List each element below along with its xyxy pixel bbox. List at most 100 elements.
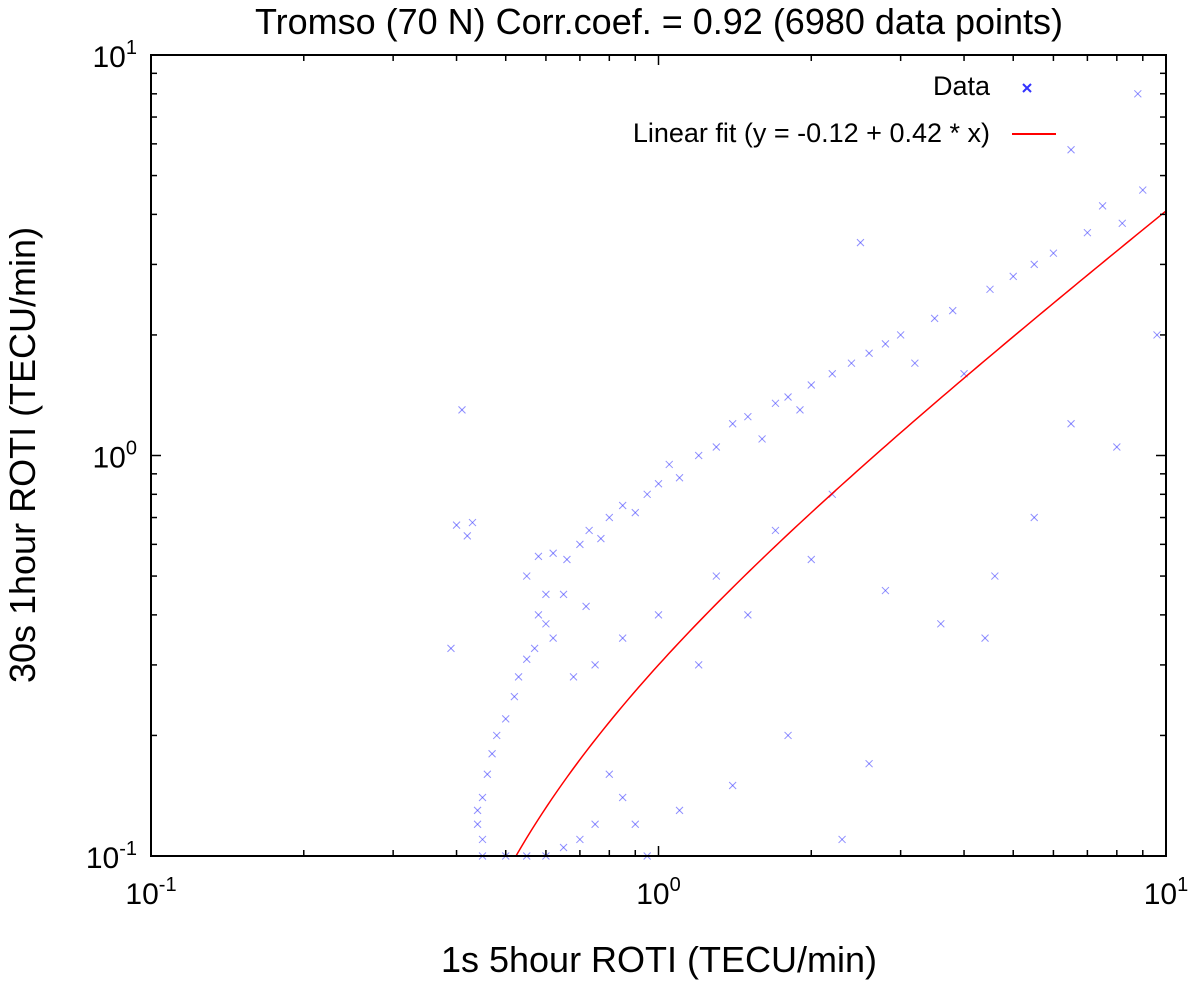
data-point <box>549 549 557 558</box>
data-point <box>488 749 496 758</box>
y-tick-label: 101 <box>93 37 138 74</box>
data-point <box>463 532 472 540</box>
legend: Data Linear fit (y = -0.12 + 0.42 * x) <box>633 71 1056 148</box>
data-point <box>452 521 461 530</box>
data-point <box>530 644 539 653</box>
data-point <box>542 619 550 628</box>
data-point <box>1030 513 1039 522</box>
data-point <box>784 731 792 740</box>
data-point <box>896 331 905 339</box>
data-point <box>534 552 543 561</box>
data-point <box>807 381 816 389</box>
data-point <box>911 359 919 368</box>
plot-frame <box>150 54 1167 857</box>
data-point <box>549 634 557 642</box>
data-point <box>514 673 523 681</box>
data-point <box>501 715 510 723</box>
y-tick-label: 10-1 <box>86 838 137 875</box>
data-point <box>654 479 663 488</box>
data-point <box>473 806 482 815</box>
data-point <box>1067 145 1075 154</box>
legend-label-fit: Linear fit (y = -0.12 + 0.42 * x) <box>633 118 990 148</box>
data-point <box>728 419 737 428</box>
data-point <box>936 619 945 628</box>
data-point <box>807 555 816 564</box>
data-point <box>510 692 519 701</box>
data-point <box>771 526 780 535</box>
data-point <box>865 349 873 358</box>
x-tick-label: 101 <box>1144 874 1189 911</box>
data-point <box>605 513 614 522</box>
data-point <box>618 634 627 642</box>
data-point <box>990 572 999 580</box>
data-point <box>881 340 890 348</box>
data-point <box>856 238 865 247</box>
data-point <box>1153 331 1161 339</box>
data-point <box>478 793 487 802</box>
data-point <box>618 793 627 802</box>
data-point <box>865 759 873 768</box>
data-point <box>986 285 994 294</box>
data-point <box>654 611 663 619</box>
data-point <box>675 473 684 482</box>
data-point <box>712 443 721 451</box>
data-point <box>643 490 652 499</box>
data-point <box>569 673 578 681</box>
data-point <box>468 518 477 527</box>
data-point <box>1049 249 1058 258</box>
linear-fit-line <box>515 210 1167 856</box>
legend-marker-data <box>1022 83 1032 93</box>
data-point <box>483 770 492 779</box>
data-point <box>597 534 605 543</box>
data-point <box>758 435 766 443</box>
data-point <box>582 602 590 611</box>
data-point <box>447 644 455 653</box>
x-tick-label: 100 <box>636 874 681 911</box>
data-point <box>542 590 550 599</box>
data-point <box>585 526 593 535</box>
data-point <box>744 412 752 421</box>
data-point <box>492 731 501 740</box>
data-point <box>828 369 837 378</box>
data-point <box>981 634 989 642</box>
data-point <box>1098 202 1107 210</box>
data-point <box>605 770 614 779</box>
data-point <box>559 843 568 852</box>
data-point <box>1118 219 1127 228</box>
data-point <box>838 835 846 844</box>
data-point <box>1112 443 1121 451</box>
data-point <box>591 661 599 669</box>
data-point <box>591 820 599 829</box>
data-point <box>784 393 792 401</box>
data-point <box>473 820 482 829</box>
data-points <box>447 89 1161 860</box>
data-point <box>458 406 466 414</box>
data-point <box>675 806 684 815</box>
y-axis-label: 30s 1hour ROTI (TECU/min) <box>2 227 43 683</box>
data-point <box>522 572 531 580</box>
legend-label-data: Data <box>933 71 991 101</box>
data-point <box>1030 260 1039 269</box>
chart-title: Tromso (70 N) Corr.coef. = 0.92 (6980 da… <box>255 1 1063 42</box>
data-point <box>881 586 890 595</box>
data-point <box>665 460 674 469</box>
data-point <box>771 399 780 408</box>
data-point <box>948 306 957 315</box>
data-point <box>728 781 737 790</box>
data-point <box>744 611 752 619</box>
data-point <box>563 555 571 564</box>
data-point <box>478 835 487 844</box>
data-point <box>1138 186 1147 194</box>
data-point <box>631 508 640 517</box>
x-axis-label: 1s 5hour ROTI (TECU/min) <box>441 939 877 980</box>
data-point <box>712 572 721 580</box>
data-point <box>847 359 856 368</box>
data-point <box>576 835 584 844</box>
data-point <box>1133 89 1142 98</box>
data-point <box>694 661 703 669</box>
data-point <box>618 501 627 510</box>
data-point <box>694 451 703 460</box>
x-tick-label: 10-1 <box>125 874 176 911</box>
data-point <box>522 655 531 664</box>
